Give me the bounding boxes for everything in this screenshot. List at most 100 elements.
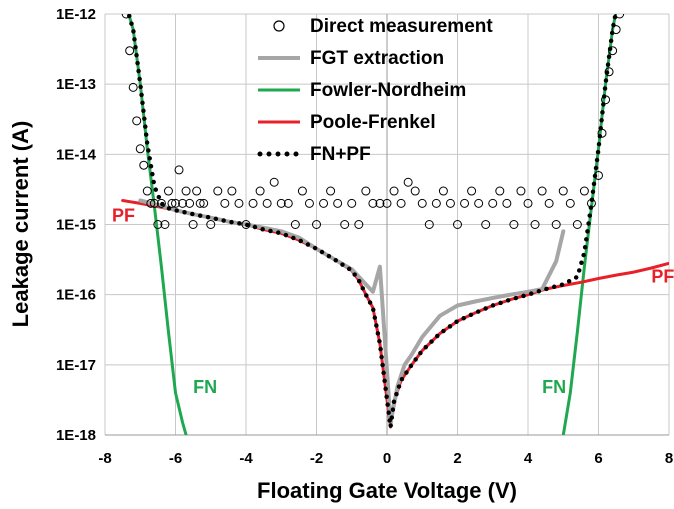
direct-measurement-point: [153, 220, 163, 229]
direct-measurement-point: [537, 186, 547, 196]
direct-measurement-point: [361, 186, 371, 196]
direct-measurement-point: [290, 220, 300, 229]
x-tick-label: 2: [453, 450, 461, 467]
direct-measurement-point: [460, 198, 470, 208]
legend: Direct measurement FGT extraction Fowler-N…: [257, 16, 493, 165]
direct-measurement-point: [125, 46, 135, 56]
direct-measurement-point: [297, 186, 307, 196]
direct-measurement-point: [206, 220, 216, 229]
direct-measurement-point: [195, 198, 205, 208]
direct-measurement-point: [445, 198, 455, 208]
direct-measurement-point: [615, 14, 625, 19]
fgt-extraction-line: [138, 198, 566, 425]
legend-label-poole-frenkel: Poole-Frenkel: [310, 112, 436, 133]
direct-measurement-point: [181, 186, 191, 196]
y-tick-label: 1E-13: [56, 76, 96, 93]
direct-measurement-point: [611, 25, 621, 35]
direct-measurement-point: [586, 198, 596, 208]
direct-measurement-point: [594, 170, 603, 180]
x-axis-title: Floating Gate Voltage (V): [257, 478, 517, 503]
direct-measurement-point: [185, 198, 195, 208]
direct-measurement-point: [481, 220, 491, 229]
direct-measurement-point: [146, 198, 156, 208]
direct-measurement-point: [502, 198, 512, 208]
direct-measurement-point: [410, 186, 420, 196]
y-tick-label: 1E-16: [56, 287, 96, 304]
direct-measurement-point: [304, 198, 314, 208]
direct-measurement-point: [382, 198, 392, 208]
x-tick-label: 4: [524, 450, 533, 467]
y-tick-label: 1E-14: [56, 146, 97, 163]
x-tick-label: 0: [383, 450, 391, 467]
direct-measurement-point: [326, 186, 336, 196]
fowler-nordheim-line: [561, 14, 618, 435]
direct-measurement-point: [312, 220, 321, 229]
x-tick-label: -4: [239, 450, 253, 467]
direct-measurement-point: [213, 186, 223, 196]
series-layer: [121, 14, 669, 435]
x-tick-label: 8: [665, 450, 673, 467]
y-tick-label: 1E-15: [56, 217, 96, 234]
x-tick-label: -6: [169, 450, 182, 467]
direct-measurement-point: [262, 198, 272, 208]
direct-measurement-point: [333, 198, 343, 208]
direct-measurement-point: [199, 198, 209, 208]
legend-label-fn-pf: FN+PF: [310, 144, 371, 165]
direct-measurement-point: [132, 116, 142, 126]
legend-label-direct-measurement: Direct measurement: [310, 16, 493, 37]
x-tick-label: -2: [310, 450, 323, 467]
y-tick-label: 1E-17: [56, 357, 96, 374]
direct-measurement-point: [488, 198, 498, 208]
direct-measurement-point: [565, 198, 575, 208]
direct-measurement-point: [523, 198, 533, 208]
annotations: PF PF FN FN: [112, 206, 674, 397]
direct-measurement-point: [188, 220, 198, 229]
annotation-pf: PF: [651, 266, 674, 286]
y-tick-label: 1E-12: [56, 6, 96, 23]
direct-measurement-point: [604, 67, 614, 77]
direct-measurement-point: [234, 198, 244, 208]
direct-measurement-point: [438, 186, 448, 196]
direct-measurement-point: [160, 220, 170, 229]
direct-measurement-point: [167, 198, 177, 208]
direct-measurement-point: [551, 220, 561, 229]
legend-swatch-direct-measurement: [273, 20, 285, 32]
direct-measurement-point: [396, 198, 406, 208]
direct-measurement-point: [241, 220, 251, 229]
direct-measurement-point: [171, 198, 180, 208]
direct-measurement-point: [431, 198, 441, 208]
direct-measurement-point: [276, 198, 286, 208]
fn-pf-line: [126, 14, 618, 430]
x-tick-label: -8: [98, 450, 111, 467]
legend-label-fgt-extraction: FGT extraction: [310, 48, 444, 69]
direct-measurement-point: [354, 220, 364, 229]
direct-measurement-point: [340, 220, 350, 229]
direct-measurement-point: [149, 198, 159, 208]
direct-measurement-point: [174, 165, 184, 175]
direct-measurement-point: [579, 186, 589, 196]
direct-measurement-point: [516, 186, 526, 196]
y-tick-label: 1E-18: [56, 427, 96, 444]
direct-measurement-point: [220, 198, 230, 208]
direct-measurement-point: [139, 160, 149, 170]
direct-measurement-point: [453, 220, 462, 229]
direct-measurement-point: [608, 46, 618, 56]
direct-measurement-point: [544, 198, 554, 208]
direct-measurement-point: [417, 198, 427, 208]
y-axis-title: Leakage current (A): [8, 121, 33, 328]
direct-measurement-point: [255, 186, 265, 196]
direct-measurement-point: [509, 220, 519, 229]
direct-measurement-point: [601, 95, 611, 105]
direct-measurement-point: [156, 198, 166, 208]
annotation-fn: FN: [542, 377, 566, 397]
direct-measurement-point: [474, 198, 484, 208]
direct-measurement-point: [597, 128, 607, 138]
direct-measurement-point: [128, 82, 138, 92]
x-tick-label: 6: [594, 450, 602, 467]
direct-measurement-point: [558, 186, 568, 196]
direct-measurement-point: [248, 198, 258, 208]
axes: -8 -6 -4 -2 0 2 4 6 8 1E-18 1E-17 1E-16 1E-15 1E-14 1E…: [56, 6, 673, 467]
direct-measurement-point: [192, 186, 202, 196]
direct-measurement-point: [375, 198, 385, 208]
